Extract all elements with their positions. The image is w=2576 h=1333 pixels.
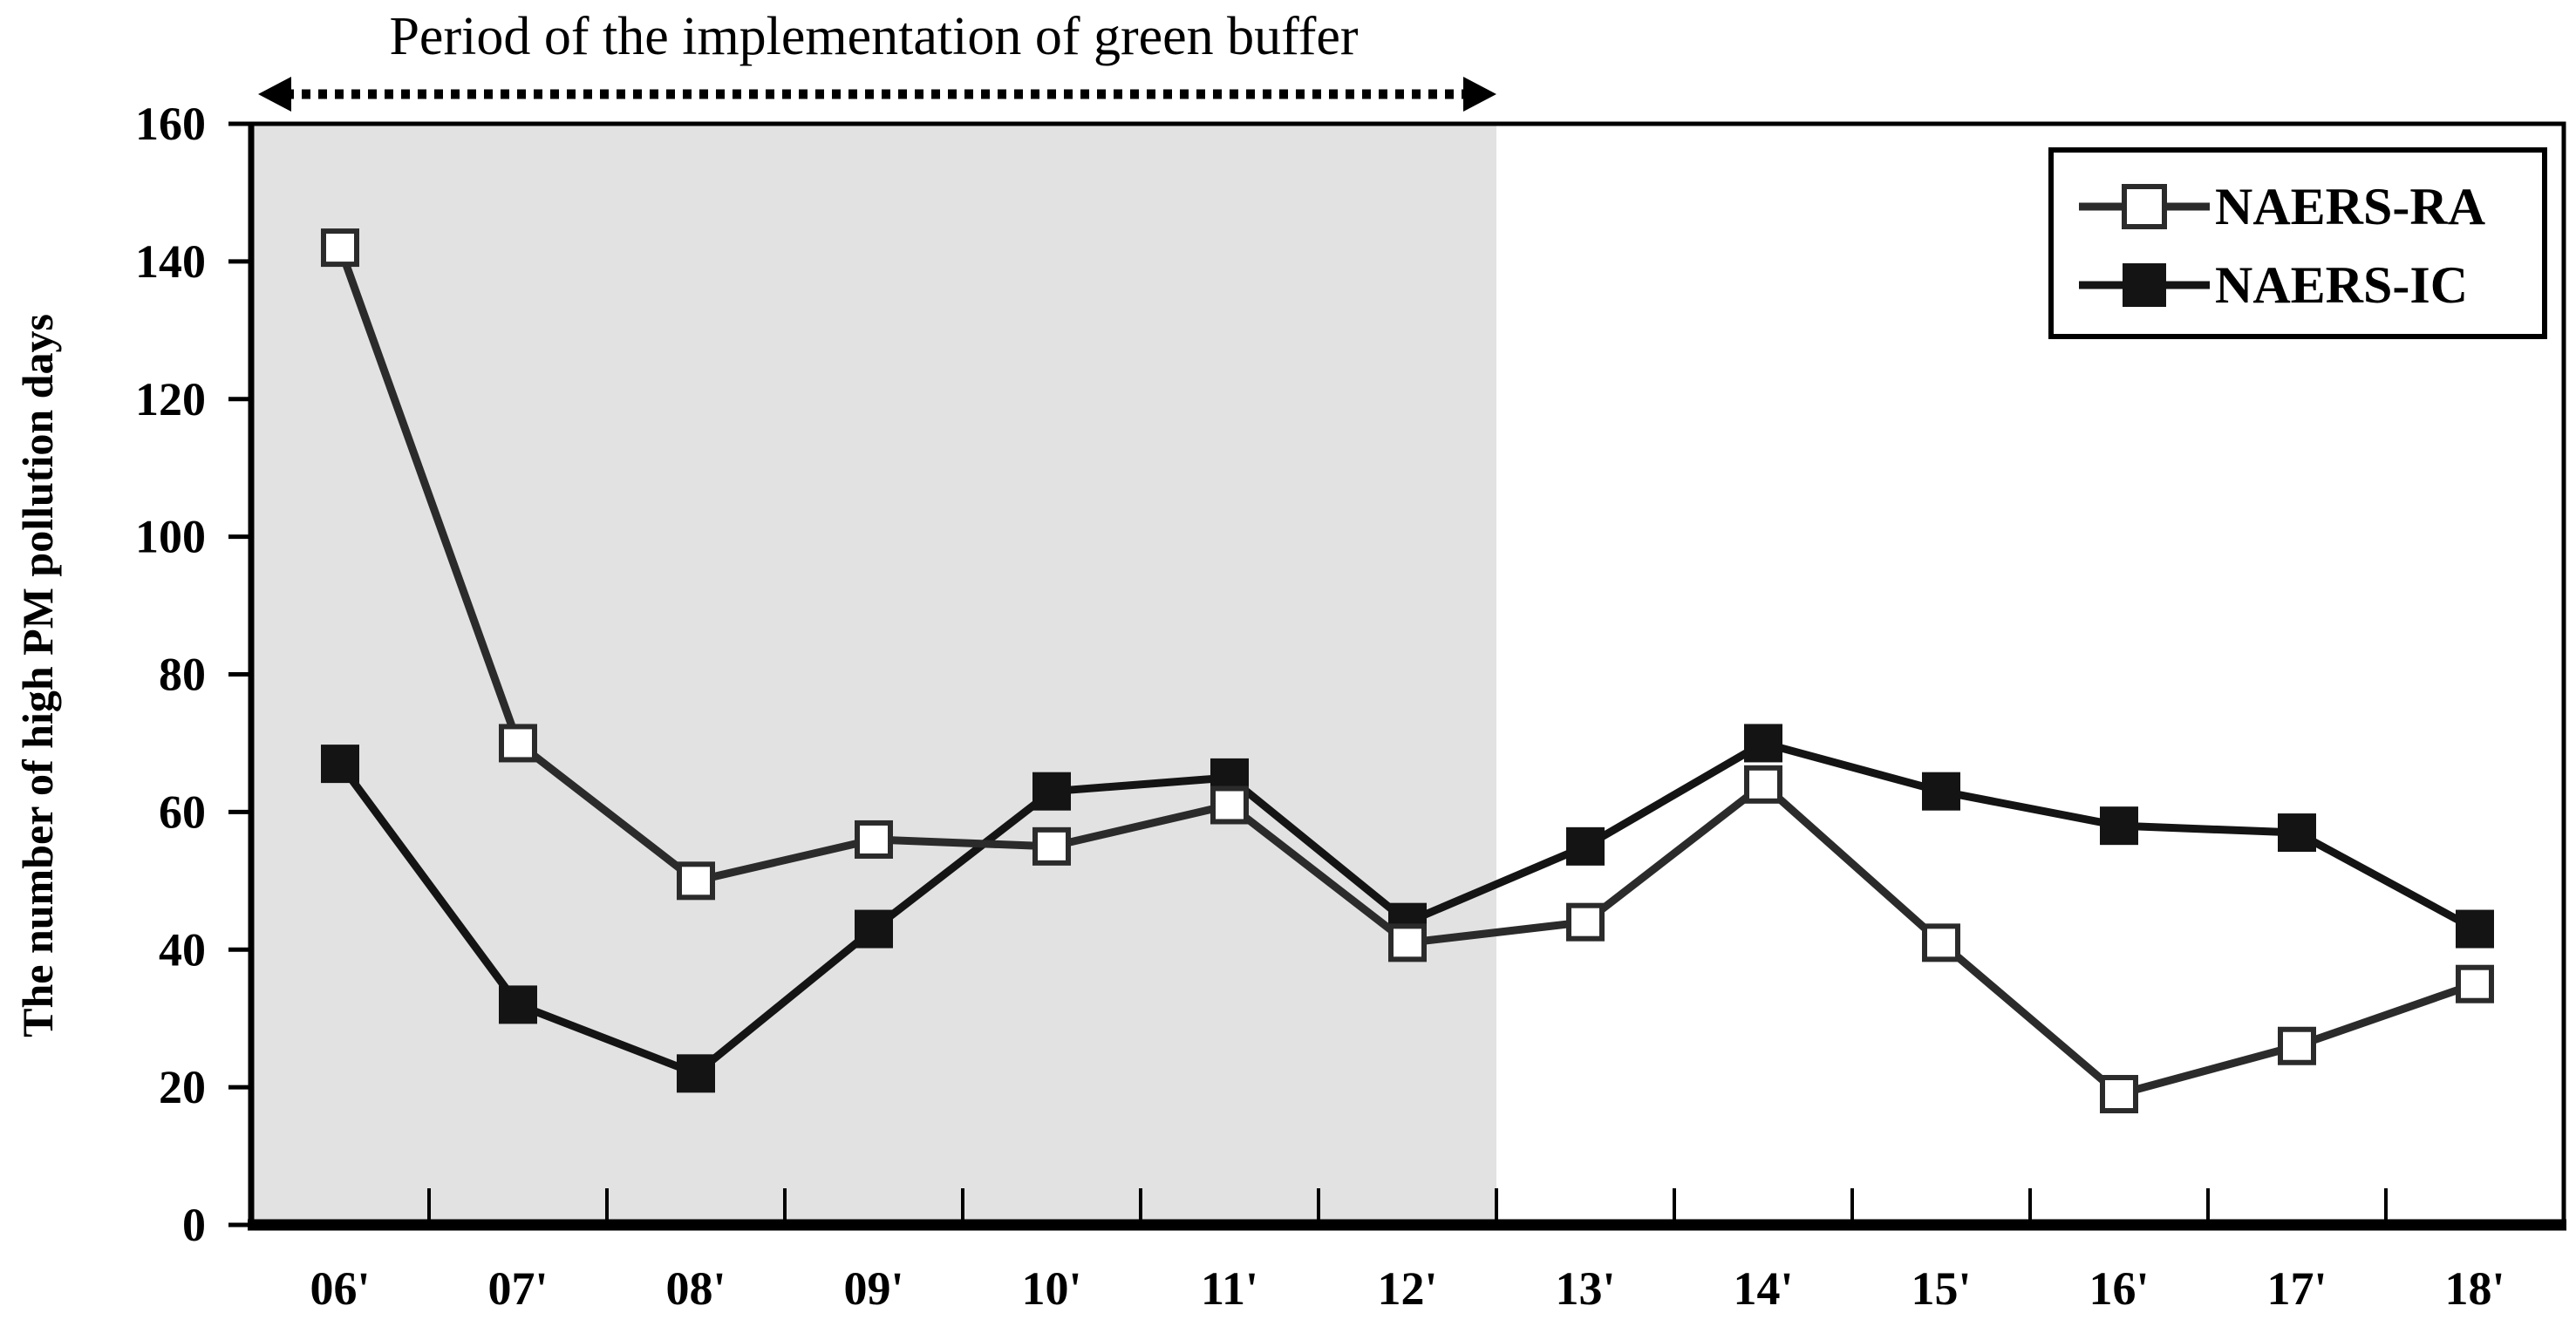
y-tick-label: 160 <box>135 98 206 150</box>
marker-filled-square-naers-ic-16 <box>2100 806 2138 846</box>
y-tick-label: 140 <box>135 235 206 288</box>
marker-open-square-naers-ra-17 <box>2278 1026 2316 1065</box>
marker-filled-square-naers-ic-09 <box>855 909 893 949</box>
marker-open-square-naers-ra-15 <box>1922 923 1960 962</box>
x-tick-label: 12' <box>1377 1262 1437 1315</box>
x-tick-label: 17' <box>2266 1262 2327 1315</box>
marker-open-square-naers-ra-14 <box>1744 765 1782 804</box>
x-tick-label: 11' <box>1201 1262 1258 1315</box>
arrow-head-left-icon <box>258 77 291 112</box>
marker-filled-square-naers-ic-10 <box>1032 772 1071 811</box>
marker-open-square-naers-ra-16 <box>2100 1075 2138 1114</box>
marker-filled-square-naers-ic-18 <box>2456 909 2494 949</box>
legend-entry-naers-ra: NAERS-RA <box>2079 178 2485 235</box>
marker-open-square-naers-ra-18 <box>2456 964 2494 1003</box>
y-tick-label: 80 <box>159 649 206 701</box>
x-tick-label: 08' <box>665 1262 726 1315</box>
open-square-marker-icon <box>2122 184 2167 229</box>
chart-title: Period of the implementation of green bu… <box>389 7 1358 66</box>
x-tick-label: 13' <box>1555 1262 1615 1315</box>
marker-filled-square-naers-ic-07 <box>499 985 537 1024</box>
marker-open-square-naers-ra-12 <box>1388 923 1427 962</box>
marker-open-square-naers-ra-07 <box>499 724 537 763</box>
chart-generated-layer: 0 20 40 60 80 100 120 140 160 06' 07' 08' 09' 10' 11' 1… <box>135 77 2566 1315</box>
marker-filled-square-naers-ic-14 <box>1744 724 1782 763</box>
marker-open-square-naers-ra-11 <box>1210 786 1249 825</box>
filled-square-marker-icon <box>2123 263 2166 307</box>
y-axis-title: The number of high PM pollution days <box>13 314 62 1037</box>
x-tick-label: 06' <box>310 1262 370 1315</box>
marker-filled-square-naers-ic-06 <box>321 745 359 784</box>
shaded-region <box>251 124 1496 1225</box>
x-tick-label: 18' <box>2444 1262 2504 1315</box>
y-tick-label: 100 <box>135 511 206 563</box>
marker-open-square-naers-ra-06 <box>321 228 359 268</box>
legend-label-naers-ra: NAERS-RA <box>2215 178 2485 235</box>
y-tick-label: 120 <box>135 373 206 425</box>
x-tick-label: 09' <box>843 1262 903 1315</box>
marker-open-square-naers-ra-10 <box>1032 826 1071 866</box>
marker-open-square-naers-ra-08 <box>677 861 715 901</box>
legend-label-naers-ic: NAERS-IC <box>2215 256 2468 314</box>
marker-filled-square-naers-ic-15 <box>1922 772 1960 811</box>
x-tick-label: 15' <box>1911 1262 1971 1315</box>
y-tick-label: 40 <box>159 923 206 976</box>
marker-open-square-naers-ra-09 <box>855 820 893 859</box>
marker-filled-square-naers-ic-08 <box>677 1054 715 1093</box>
marker-open-square-naers-ra-13 <box>1566 902 1605 942</box>
legend-entry-naers-ic: NAERS-IC <box>2079 256 2468 314</box>
y-tick-label: 20 <box>159 1061 206 1113</box>
y-tick-label: 0 <box>182 1199 206 1251</box>
marker-filled-square-naers-ic-17 <box>2278 813 2316 853</box>
x-tick-label: 16' <box>2089 1262 2149 1315</box>
y-tick-label: 60 <box>159 786 206 838</box>
legend: NAERS-RA NAERS-IC <box>2048 147 2547 339</box>
x-tick-label: 10' <box>1021 1262 1081 1315</box>
x-tick-label: 07' <box>487 1262 548 1315</box>
x-tick-label: 14' <box>1733 1262 1793 1315</box>
arrow-head-right-icon <box>1463 77 1496 112</box>
marker-filled-square-naers-ic-13 <box>1566 826 1605 866</box>
